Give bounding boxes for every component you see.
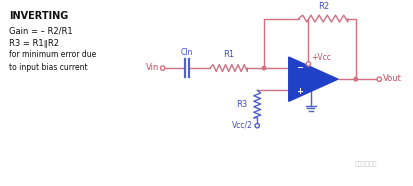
Text: +: + [295, 87, 302, 96]
Text: Vin: Vin [146, 63, 159, 72]
Circle shape [376, 77, 380, 81]
Circle shape [160, 66, 164, 70]
Text: 张飞实驔电子: 张飞实驔电子 [354, 161, 376, 167]
Circle shape [254, 124, 259, 128]
Text: R2: R2 [317, 2, 328, 11]
Text: Gain = – R2/R1: Gain = – R2/R1 [9, 26, 73, 36]
Circle shape [306, 62, 310, 66]
Polygon shape [288, 57, 337, 101]
Circle shape [353, 77, 356, 81]
Text: Vcc/2: Vcc/2 [232, 120, 253, 129]
Text: R3: R3 [235, 100, 247, 108]
Text: INVERTING: INVERTING [9, 11, 68, 21]
Text: for minimum error due
to input bias current: for minimum error due to input bias curr… [9, 50, 96, 72]
Text: Vout: Vout [382, 74, 401, 83]
Text: −: − [295, 63, 302, 72]
Text: CIn: CIn [180, 48, 193, 57]
Text: +Vcc: +Vcc [311, 53, 330, 62]
Text: R3 = R1∥R2: R3 = R1∥R2 [9, 38, 59, 47]
Text: R1: R1 [223, 50, 234, 59]
Circle shape [262, 66, 265, 70]
